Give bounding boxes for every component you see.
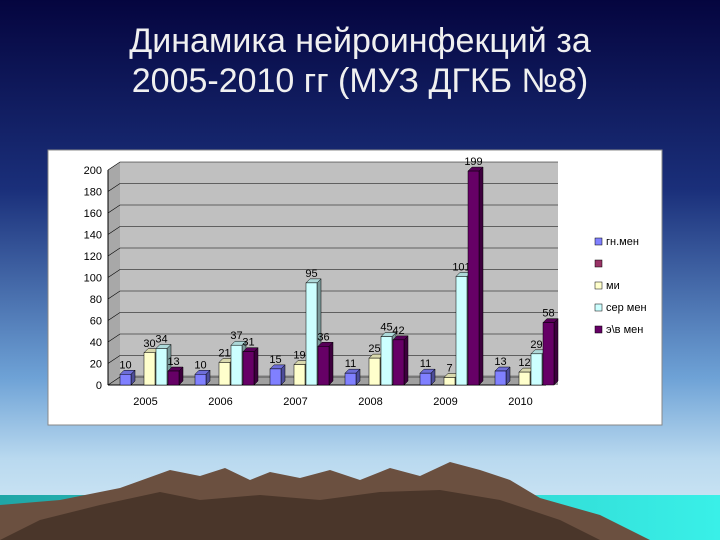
grid-line [107,355,558,364]
value-label: 42 [392,325,404,337]
legend-label: гн.мен [606,236,639,248]
x-tick-label: 2006 [208,396,232,408]
y-tick-label: 80 [90,294,102,306]
bar [269,368,282,386]
legend-swatch [594,259,603,268]
value-label: 45 [380,322,392,334]
value-label: 101 [452,261,470,273]
value-label: 10 [119,359,131,371]
value-label: 58 [542,308,554,320]
bar [167,370,180,386]
legend-swatch [594,303,603,312]
bar [530,353,543,386]
plot-area [120,162,558,375]
y-tick-label: 200 [84,165,102,177]
y-tick-label: 100 [84,273,102,285]
bar [380,336,393,386]
bar [443,377,456,386]
grid-line [107,247,558,257]
bar [494,370,507,386]
bar [242,351,255,386]
x-tick-label: 2005 [133,396,157,408]
bar [542,322,555,386]
value-label: 199 [464,156,482,168]
value-label: 95 [305,268,317,280]
bar-side [553,318,559,386]
bar [305,282,318,386]
bar-side [478,166,484,386]
bar [194,374,207,386]
bar-side [253,347,259,386]
bar [344,372,357,386]
legend-label: сер мен [606,302,647,314]
value-label: 19 [293,350,305,362]
y-tick-label: 120 [84,251,102,263]
value-label: 13 [167,356,179,368]
value-label: 15 [269,354,281,366]
value-label: 10 [194,359,206,371]
mountains-front [0,490,600,540]
legend-label: ми [606,280,620,292]
y-tick-label: 40 [90,337,102,349]
bar [293,364,306,386]
y-tick-label: 140 [84,230,102,242]
x-tick-label: 2007 [283,396,307,408]
legend-swatch [594,237,603,246]
value-label: 37 [230,330,242,342]
bar [230,344,243,386]
value-label: 7 [446,362,452,374]
legend-swatch [594,281,603,290]
title: Динамика нейроинфекций за 2005-2010 гг (М… [129,22,591,100]
bar [392,339,405,386]
grid-line [107,204,558,214]
x-tick-label: 2009 [433,396,457,408]
bar [467,170,480,386]
value-label: 11 [345,358,356,370]
grid-line [107,183,558,192]
value-label: 25 [368,343,380,355]
legend-swatch [594,325,603,334]
value-label: 11 [420,358,431,370]
grid-line [107,161,558,171]
y-tick-label: 0 [96,380,102,392]
bar [155,348,168,386]
legend-label: э\в мен [606,324,643,336]
value-label: 13 [494,356,506,368]
value-label: 36 [317,331,329,343]
bar-side [403,335,409,386]
bar-side [328,341,334,386]
value-label: 34 [155,333,167,345]
grid-line [107,269,558,278]
grid-line [107,333,558,343]
x-tick-label: 2010 [508,396,532,408]
grid-line [107,226,558,235]
bar [518,371,531,386]
bar [455,276,468,386]
y-tick-label: 180 [84,187,102,199]
y-tick-label: 60 [90,316,102,328]
y-tick-label: 160 [84,208,102,220]
value-label: 21 [218,347,230,359]
grid-line [107,290,558,300]
bar [317,346,330,386]
bar [419,372,432,386]
bar [119,374,132,386]
bar [368,357,381,386]
value-label: 12 [518,357,530,369]
grid-line [107,312,558,321]
value-label: 31 [242,337,254,349]
value-label: 30 [143,338,155,350]
bar [143,352,156,386]
bar [218,362,231,386]
value-label: 29 [530,339,542,351]
x-tick-label: 2008 [358,396,382,408]
y-tick-label: 20 [90,359,102,371]
